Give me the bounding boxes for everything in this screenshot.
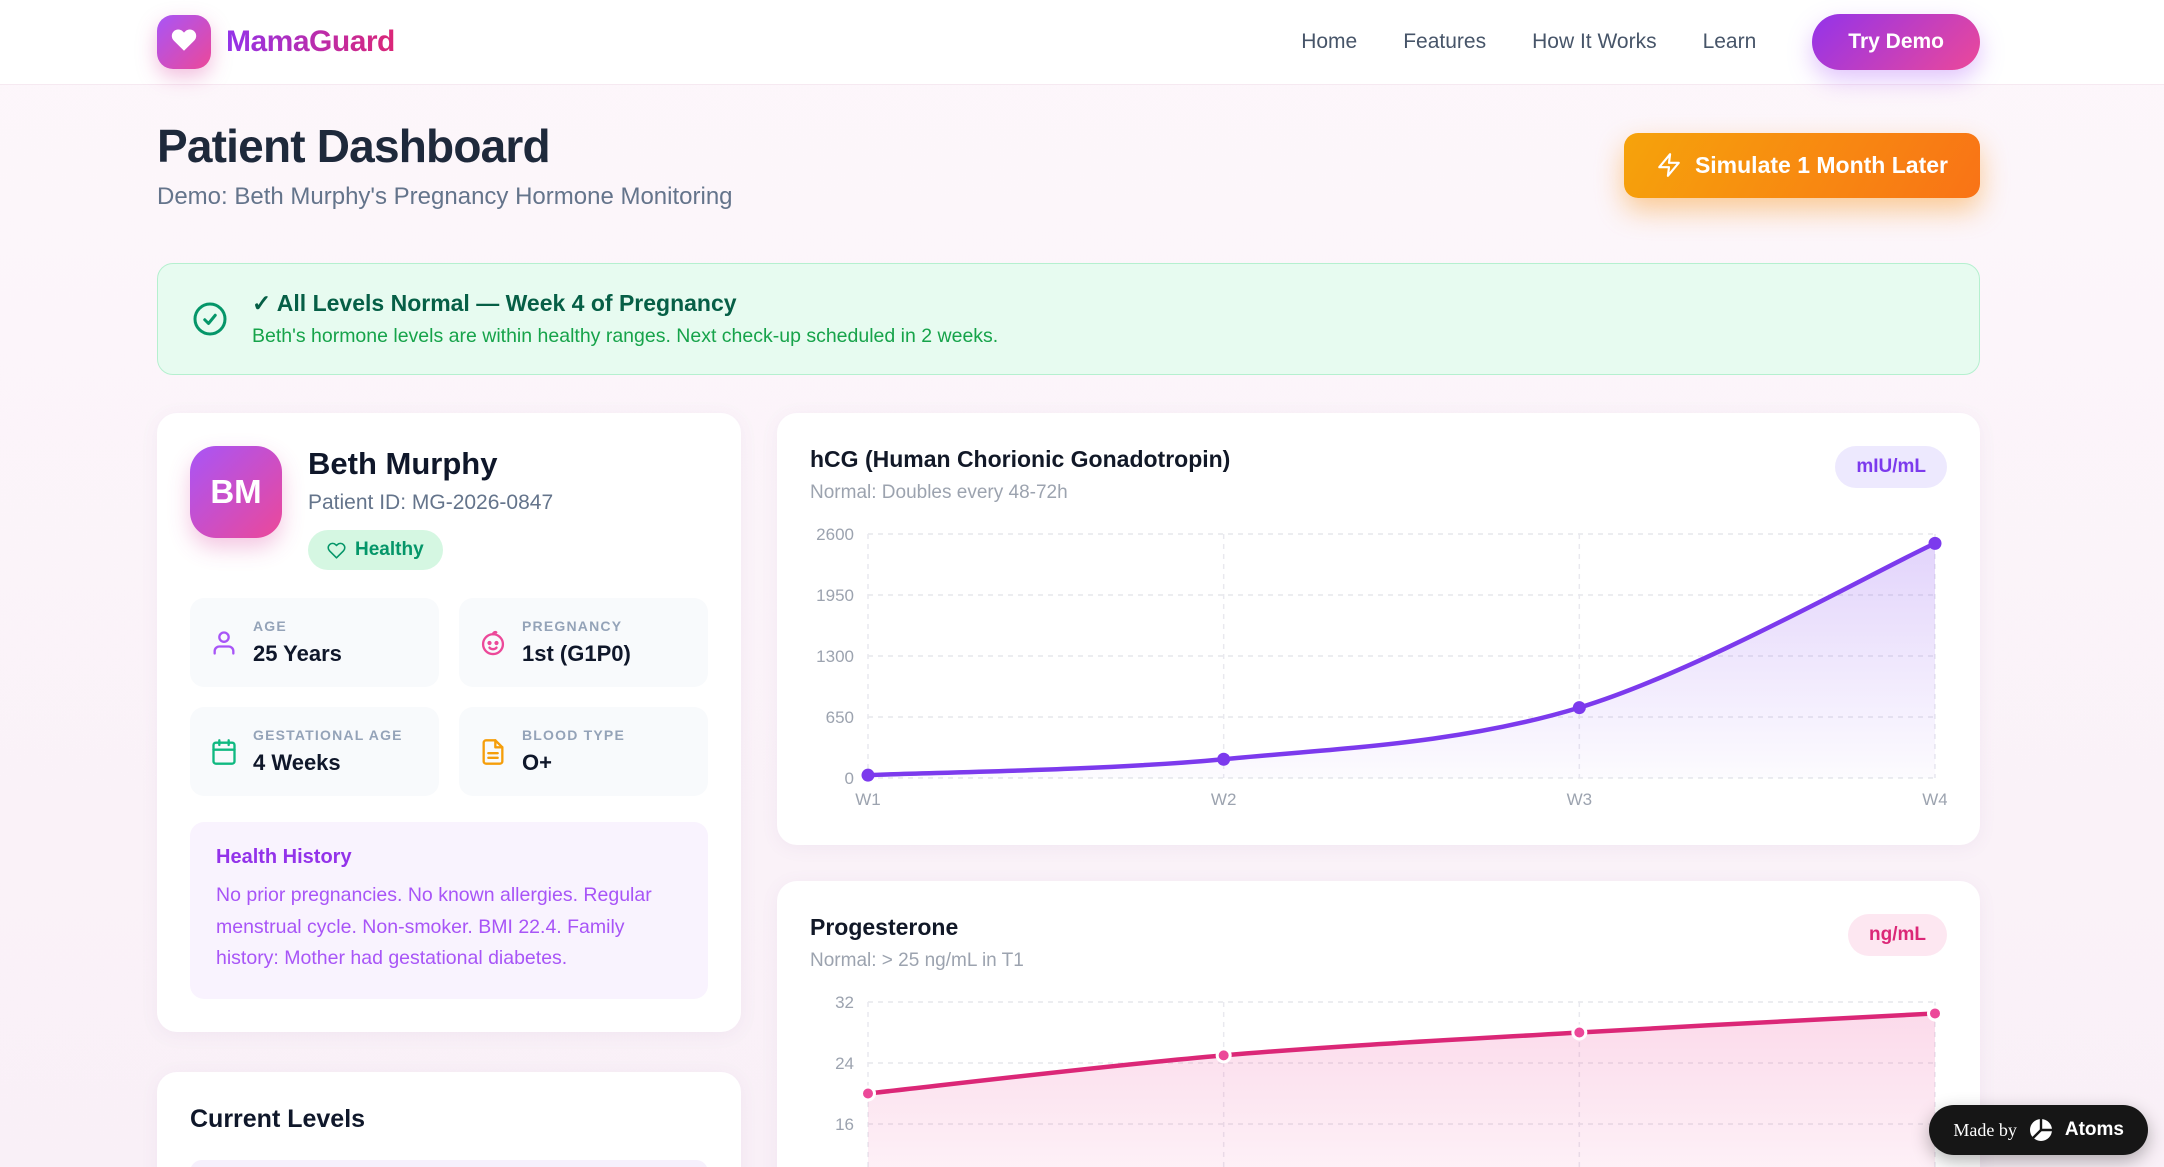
person-icon	[210, 629, 238, 657]
hcg-unit-badge: mIU/mL	[1835, 446, 1947, 488]
current-levels-card: Current Levels hCG 2,500 mIU/mL	[157, 1071, 741, 1167]
health-history: Health History No prior pregnancies. No …	[190, 822, 708, 999]
health-history-text: No prior pregnancies. No known allergies…	[216, 884, 652, 970]
page-title: Patient Dashboard	[157, 120, 551, 172]
patient-name: Beth Murphy	[308, 446, 498, 481]
progesterone-chart-subtitle: Normal: > 25 ng/mL in T1	[810, 950, 1024, 971]
level-row-hcg: hCG 2,500 mIU/mL	[190, 1159, 708, 1167]
check-circle-icon	[192, 301, 228, 337]
svg-text:W2: W2	[1211, 790, 1237, 809]
health-history-title: Health History	[216, 846, 352, 868]
stat-value: 1st (G1P0)	[522, 641, 631, 666]
svg-text:W1: W1	[855, 790, 881, 809]
brand-name: MamaGuard	[226, 25, 395, 58]
svg-text:16: 16	[835, 1115, 854, 1134]
brand[interactable]: MamaGuard	[157, 15, 395, 69]
hcg-chart-title: hCG (Human Chorionic Gonadotropin)	[810, 446, 1231, 472]
stat-label: BLOOD TYPE	[522, 727, 626, 743]
svg-text:1300: 1300	[816, 647, 854, 666]
page-subtitle: Demo: Beth Murphy's Pregnancy Hormone Mo…	[157, 183, 733, 210]
hcg-chart-subtitle: Normal: Doubles every 48-72h	[810, 482, 1068, 503]
patient-card: BM Beth Murphy Patient ID: MG-2026-0847 …	[157, 413, 741, 1032]
main-nav: Home Features How It Works Learn Try Dem…	[1301, 14, 1980, 70]
stat-label: PREGNANCY	[522, 618, 623, 634]
progesterone-line-chart: 08162432W1W2W3W4	[835, 993, 1943, 1167]
stat-label: AGE	[253, 618, 287, 634]
svg-text:1950: 1950	[816, 586, 854, 605]
made-by-badge[interactable]: Made by Atoms	[1929, 1105, 2148, 1155]
status-banner-title: ✓ All Levels Normal — Week 4 of Pregnanc…	[252, 290, 737, 316]
current-levels-title: Current Levels	[190, 1104, 366, 1133]
try-demo-button[interactable]: Try Demo	[1812, 14, 1980, 70]
patient-stats: AGE 25 Years PREGNANCY 1st (G1P0)	[190, 598, 708, 796]
svg-text:W3: W3	[1567, 790, 1593, 809]
hcg-chart-card: hCG (Human Chorionic Gonadotropin) Norma…	[777, 413, 1980, 845]
progesterone-chart-card: Progesterone Normal: > 25 ng/mL in T1 ng…	[777, 881, 1980, 1167]
simulate-month-label: Simulate 1 Month Later	[1694, 151, 1948, 178]
heart-outline-icon	[327, 541, 346, 560]
stat-value: 4 Weeks	[253, 750, 341, 775]
page-header: Patient Dashboard Demo: Beth Murphy's Pr…	[157, 119, 1980, 211]
progesterone-chart-title: Progesterone	[810, 914, 959, 940]
heart-icon	[170, 26, 198, 59]
stat-tile-age: AGE 25 Years	[190, 598, 439, 687]
stat-tile-pregnancy: PREGNANCY 1st (G1P0)	[459, 598, 708, 687]
svg-text:32: 32	[835, 993, 854, 1012]
brand-logo	[157, 15, 211, 69]
top-navigation-bar: MamaGuard Home Features How It Works Lea…	[0, 0, 2164, 85]
nav-item-learn[interactable]: Learn	[1702, 30, 1757, 53]
svg-text:W4: W4	[1922, 790, 1947, 809]
status-banner: ✓ All Levels Normal — Week 4 of Pregnanc…	[157, 263, 1980, 375]
baby-icon	[479, 629, 507, 657]
document-icon	[479, 738, 507, 766]
stat-label: GESTATIONAL AGE	[253, 727, 403, 743]
made-by-prefix: Made by	[1953, 1119, 2017, 1140]
calendar-icon	[210, 738, 238, 766]
status-badge-label: Healthy	[355, 539, 424, 560]
progesterone-unit-badge: ng/mL	[1848, 914, 1947, 956]
made-by-brand: Atoms	[2064, 1119, 2124, 1140]
svg-text:2600: 2600	[816, 525, 854, 544]
avatar: BM	[190, 446, 282, 538]
stat-value: 25 Years	[253, 641, 342, 666]
hcg-line-chart: 0 650 1300 1950 2600 W1 W2 W3 W4	[816, 525, 1947, 809]
svg-text:0: 0	[845, 769, 854, 788]
stat-tile-blood-type: BLOOD TYPE O+	[459, 707, 708, 796]
status-banner-message: Beth's hormone levels are within healthy…	[252, 325, 999, 347]
stat-value: O+	[522, 750, 552, 775]
lightning-icon	[1656, 152, 1682, 178]
nav-item-how-it-works[interactable]: How It Works	[1532, 30, 1657, 53]
nav-item-home[interactable]: Home	[1301, 30, 1358, 53]
svg-text:650: 650	[826, 708, 854, 727]
status-badge: Healthy	[308, 530, 443, 570]
nav-item-features[interactable]: Features	[1403, 30, 1487, 53]
patient-id: Patient ID: MG-2026-0847	[308, 491, 554, 514]
svg-text:24: 24	[835, 1054, 854, 1073]
dashboard-content: Patient Dashboard Demo: Beth Murphy's Pr…	[0, 119, 2164, 1167]
stat-tile-gestational-age: GESTATIONAL AGE 4 Weeks	[190, 707, 439, 796]
atoms-logo-icon	[2028, 1117, 2054, 1143]
simulate-month-button[interactable]: Simulate 1 Month Later	[1623, 132, 1980, 198]
